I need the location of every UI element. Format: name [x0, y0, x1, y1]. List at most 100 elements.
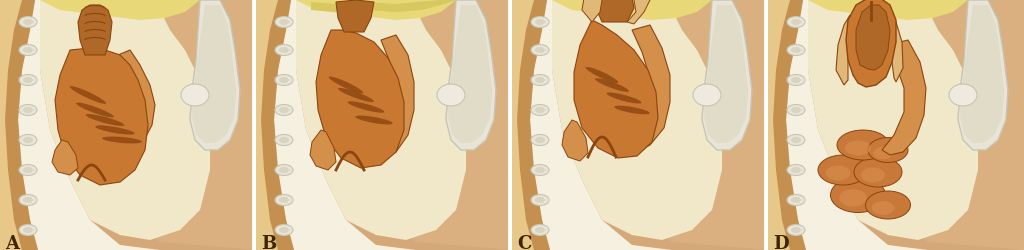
Ellipse shape [23, 137, 33, 143]
Ellipse shape [949, 84, 977, 106]
Polygon shape [562, 120, 588, 161]
Polygon shape [0, 0, 38, 250]
Ellipse shape [275, 134, 293, 145]
Ellipse shape [279, 19, 289, 25]
Polygon shape [808, 0, 1024, 250]
Ellipse shape [606, 92, 641, 104]
Ellipse shape [825, 166, 851, 180]
Ellipse shape [871, 201, 894, 215]
Polygon shape [78, 5, 112, 55]
Ellipse shape [787, 74, 805, 86]
Ellipse shape [102, 136, 142, 143]
Polygon shape [627, 0, 650, 24]
Ellipse shape [861, 168, 885, 182]
Ellipse shape [535, 167, 545, 173]
Ellipse shape [531, 16, 549, 28]
Polygon shape [702, 0, 752, 150]
Ellipse shape [23, 77, 33, 83]
Ellipse shape [19, 44, 37, 56]
Polygon shape [40, 0, 200, 20]
Polygon shape [582, 0, 602, 22]
Polygon shape [331, 0, 512, 250]
Ellipse shape [23, 227, 33, 233]
Polygon shape [256, 0, 294, 250]
Ellipse shape [275, 104, 293, 116]
Polygon shape [75, 0, 256, 250]
Polygon shape [961, 5, 1004, 143]
Ellipse shape [791, 107, 801, 113]
Bar [252, 0, 256, 250]
Ellipse shape [19, 194, 37, 205]
Ellipse shape [347, 101, 384, 113]
Ellipse shape [19, 134, 37, 145]
Polygon shape [890, 12, 903, 82]
Ellipse shape [279, 137, 289, 143]
Ellipse shape [791, 47, 801, 53]
Ellipse shape [338, 88, 374, 102]
Ellipse shape [275, 164, 293, 175]
Polygon shape [808, 0, 968, 20]
Ellipse shape [787, 104, 805, 116]
Polygon shape [843, 0, 1024, 250]
Polygon shape [115, 50, 155, 155]
Ellipse shape [531, 194, 549, 205]
Ellipse shape [787, 224, 805, 235]
Ellipse shape [279, 77, 289, 83]
Ellipse shape [830, 178, 886, 212]
Polygon shape [446, 0, 496, 150]
Ellipse shape [279, 107, 289, 113]
Polygon shape [574, 20, 658, 158]
Ellipse shape [23, 167, 33, 173]
Polygon shape [311, 0, 456, 12]
Polygon shape [882, 40, 926, 155]
Text: B: B [261, 235, 276, 250]
Ellipse shape [86, 114, 124, 126]
Ellipse shape [531, 134, 549, 145]
Polygon shape [512, 0, 550, 250]
Ellipse shape [275, 224, 293, 235]
Polygon shape [596, 0, 634, 22]
Polygon shape [846, 0, 896, 87]
Polygon shape [193, 5, 236, 143]
Ellipse shape [531, 44, 549, 56]
Ellipse shape [19, 74, 37, 86]
Ellipse shape [818, 155, 868, 185]
Ellipse shape [329, 76, 364, 94]
Polygon shape [449, 5, 492, 143]
Polygon shape [517, 0, 550, 250]
Polygon shape [296, 0, 512, 250]
Ellipse shape [787, 44, 805, 56]
Ellipse shape [535, 197, 545, 203]
Ellipse shape [23, 47, 33, 53]
Ellipse shape [840, 189, 866, 207]
Ellipse shape [76, 102, 114, 118]
Ellipse shape [614, 106, 650, 114]
Text: C: C [517, 235, 531, 250]
Ellipse shape [437, 84, 465, 106]
Ellipse shape [865, 191, 910, 219]
Ellipse shape [586, 67, 618, 83]
Ellipse shape [837, 130, 889, 160]
Ellipse shape [845, 140, 871, 156]
Ellipse shape [355, 116, 393, 124]
Ellipse shape [23, 197, 33, 203]
Ellipse shape [19, 224, 37, 235]
Ellipse shape [531, 74, 549, 86]
Polygon shape [296, 0, 456, 20]
Ellipse shape [787, 164, 805, 175]
Ellipse shape [279, 47, 289, 53]
Polygon shape [310, 130, 336, 170]
Text: A: A [5, 235, 19, 250]
Ellipse shape [70, 86, 106, 104]
Ellipse shape [19, 16, 37, 28]
Polygon shape [40, 0, 256, 250]
Ellipse shape [873, 147, 893, 159]
Ellipse shape [791, 227, 801, 233]
Polygon shape [5, 0, 38, 250]
Polygon shape [958, 0, 1008, 150]
Ellipse shape [95, 126, 135, 134]
Polygon shape [552, 0, 712, 20]
Polygon shape [55, 48, 148, 185]
Ellipse shape [275, 194, 293, 205]
Ellipse shape [531, 224, 549, 235]
